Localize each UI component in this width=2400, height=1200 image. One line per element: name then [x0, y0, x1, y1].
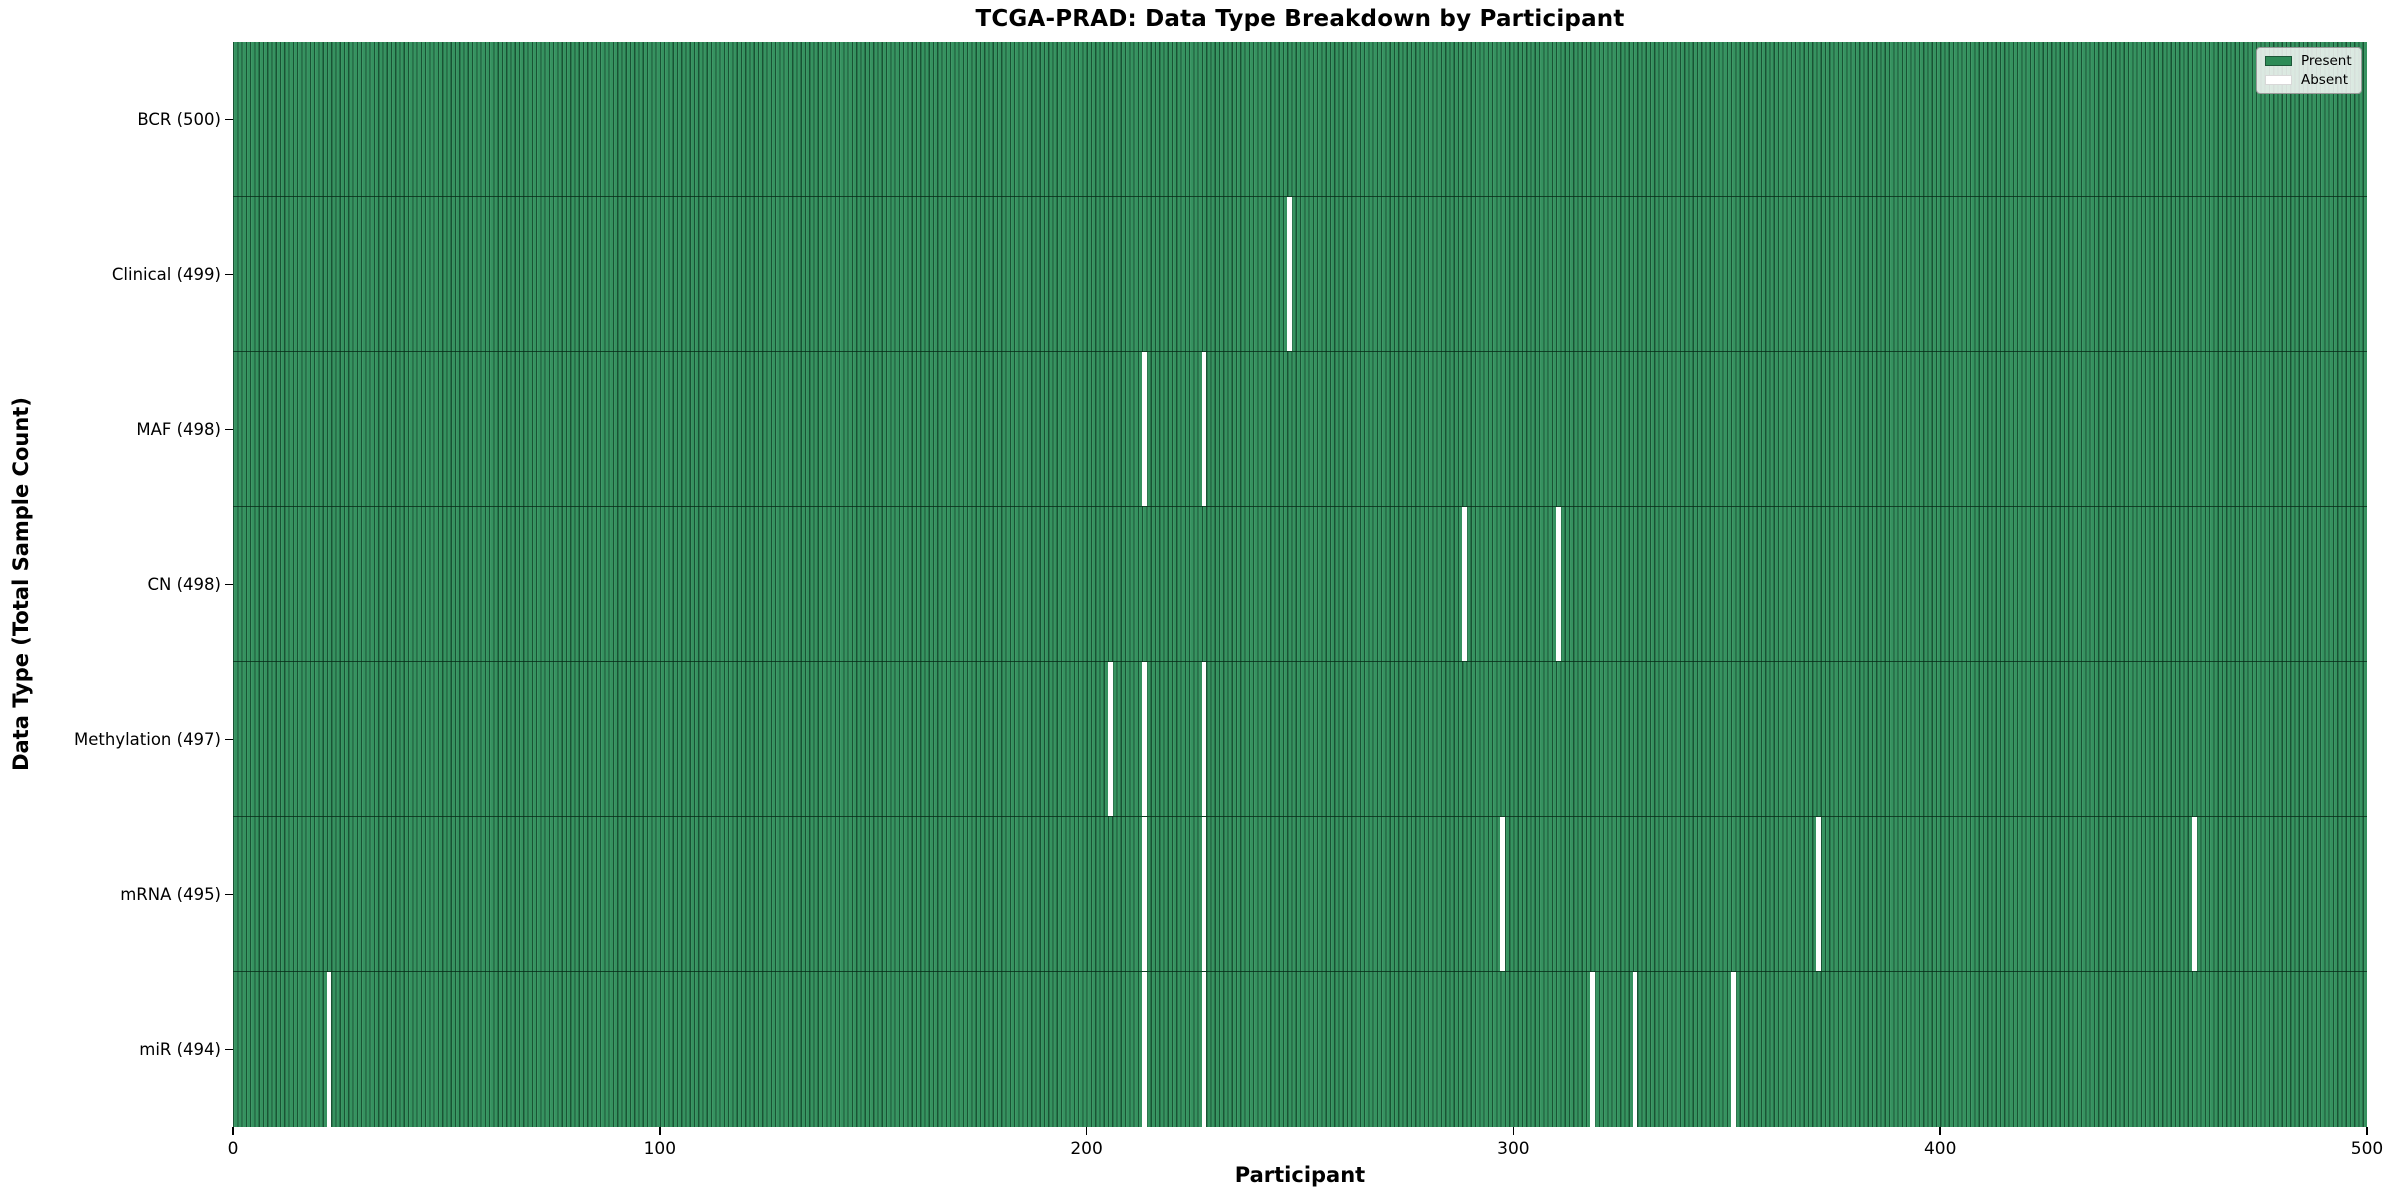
x-axis-label: Participant: [1234, 1163, 1366, 1187]
absent-gap: [1286, 197, 1292, 351]
legend-label: Absent: [2301, 72, 2348, 88]
x-tick-label: 100: [643, 1139, 677, 1159]
absent-gap: [1555, 507, 1561, 661]
absent-gap: [1141, 817, 1147, 971]
absent-gap: [1500, 817, 1506, 971]
data-row-mir: [233, 972, 2367, 1127]
x-tick-label: 0: [227, 1139, 239, 1159]
x-tick-label: 400: [1923, 1139, 1957, 1159]
chart-title: TCGA-PRAD: Data Type Breakdown by Partic…: [975, 6, 1625, 32]
absent-gap: [1201, 972, 1207, 1127]
x-tick-mark: [2366, 1127, 2368, 1135]
data-row-methylation: [233, 662, 2367, 817]
x-tick-label: 500: [2350, 1139, 2384, 1159]
absent-gap: [1201, 817, 1207, 971]
y-tick-label: Clinical (499): [111, 264, 221, 284]
data-row-mrna: [233, 817, 2367, 972]
y-tick-label: mRNA (495): [120, 884, 221, 904]
x-tick-mark: [1939, 1127, 1941, 1135]
absent-gap: [1730, 972, 1736, 1127]
legend-item-present: Present: [2265, 54, 2353, 68]
x-tick-label: 200: [1070, 1139, 1103, 1159]
legend-item-absent: Absent: [2265, 73, 2353, 87]
y-tick-label: MAF (498): [136, 419, 221, 439]
y-tick-mark: [225, 428, 233, 431]
y-tick-mark: [225, 1048, 233, 1051]
absent-gap: [1632, 972, 1638, 1127]
absent-gap: [1141, 972, 1147, 1127]
plot-area: [233, 42, 2367, 1127]
absent-gap: [1141, 662, 1147, 816]
absent-gap: [2191, 817, 2197, 971]
x-tick-mark: [232, 1127, 234, 1135]
y-tick-mark: [225, 893, 233, 896]
legend: Present Absent: [2256, 47, 2362, 94]
legend-label: Present: [2301, 53, 2352, 69]
x-tick-mark: [659, 1127, 661, 1135]
data-row-maf: [233, 352, 2367, 507]
data-row-cn: [233, 507, 2367, 662]
x-tick-mark: [1512, 1127, 1515, 1135]
y-tick-label: BCR (500): [137, 109, 221, 129]
y-tick-label: miR (494): [139, 1039, 221, 1059]
absent-gap: [1141, 352, 1147, 506]
y-tick-mark: [225, 273, 233, 276]
x-tick-mark: [1085, 1127, 1088, 1135]
absent-gap: [1107, 662, 1113, 816]
y-tick-mark: [225, 118, 233, 121]
x-tick-label: 300: [1497, 1139, 1530, 1159]
absent-gap: [1816, 817, 1822, 971]
absent-gap: [326, 972, 332, 1127]
absent-gap: [1201, 662, 1207, 816]
present-swatch-icon: [2265, 56, 2292, 66]
absent-gap: [1201, 352, 1207, 506]
data-row-bcr: [233, 42, 2367, 197]
y-tick-label: CN (498): [147, 574, 221, 594]
y-tick-label: Methylation (497): [74, 729, 221, 749]
absent-gap: [1589, 972, 1595, 1127]
y-tick-mark: [225, 583, 233, 586]
y-tick-mark: [225, 738, 233, 741]
data-row-clinical: [233, 197, 2367, 352]
absent-gap: [1461, 507, 1467, 661]
absent-swatch-icon: [2265, 75, 2292, 85]
